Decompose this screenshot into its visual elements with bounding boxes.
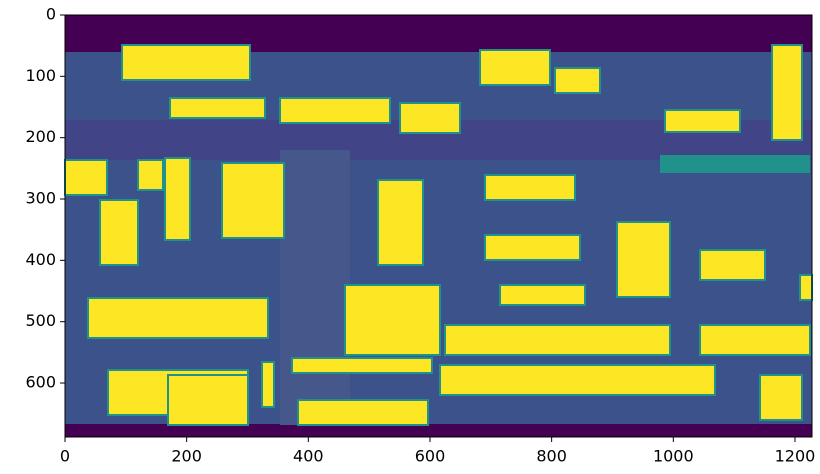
- image-region: [660, 155, 810, 173]
- x-tick-label: 400: [293, 447, 324, 466]
- x-tick-label: 1200: [775, 447, 816, 466]
- building: [445, 325, 670, 355]
- building: [700, 250, 765, 280]
- building: [440, 365, 715, 395]
- building: [345, 285, 440, 355]
- building: [772, 45, 802, 140]
- building: [222, 163, 284, 238]
- y-tick-label: 200: [25, 127, 56, 146]
- building: [262, 362, 274, 407]
- y-tick-label: 300: [25, 189, 56, 208]
- building: [555, 68, 600, 93]
- building: [480, 50, 550, 85]
- building: [378, 180, 423, 265]
- x-tick-label: 600: [415, 447, 446, 466]
- image-content: [65, 15, 812, 437]
- y-tick-label: 100: [25, 66, 56, 85]
- x-tick-label: 800: [536, 447, 567, 466]
- building: [400, 103, 460, 133]
- building: [665, 110, 740, 132]
- building: [138, 160, 163, 190]
- building: [280, 98, 390, 123]
- y-tick-label: 0: [46, 5, 56, 24]
- y-tick-label: 600: [25, 373, 56, 392]
- building: [485, 235, 580, 260]
- chart: 0 200 400 600 800 1000 1200 0 100 200 300 400 500 600: [0, 0, 820, 474]
- building: [298, 400, 428, 425]
- image-region: [280, 150, 350, 425]
- y-tick-label: 500: [25, 311, 56, 330]
- building: [100, 200, 138, 265]
- x-tick-label: 0: [60, 447, 70, 466]
- building: [485, 175, 575, 200]
- building: [800, 275, 812, 300]
- building: [170, 98, 265, 118]
- building: [700, 325, 810, 355]
- building: [500, 285, 585, 305]
- y-tick-label: 400: [25, 250, 56, 269]
- building: [65, 160, 107, 195]
- x-tick-label: 1000: [653, 447, 694, 466]
- building: [122, 45, 250, 80]
- building: [292, 358, 432, 373]
- building: [617, 222, 670, 297]
- building: [88, 298, 268, 338]
- x-tick-label: 200: [171, 447, 202, 466]
- building: [760, 375, 802, 420]
- building: [168, 375, 248, 425]
- building: [165, 158, 190, 240]
